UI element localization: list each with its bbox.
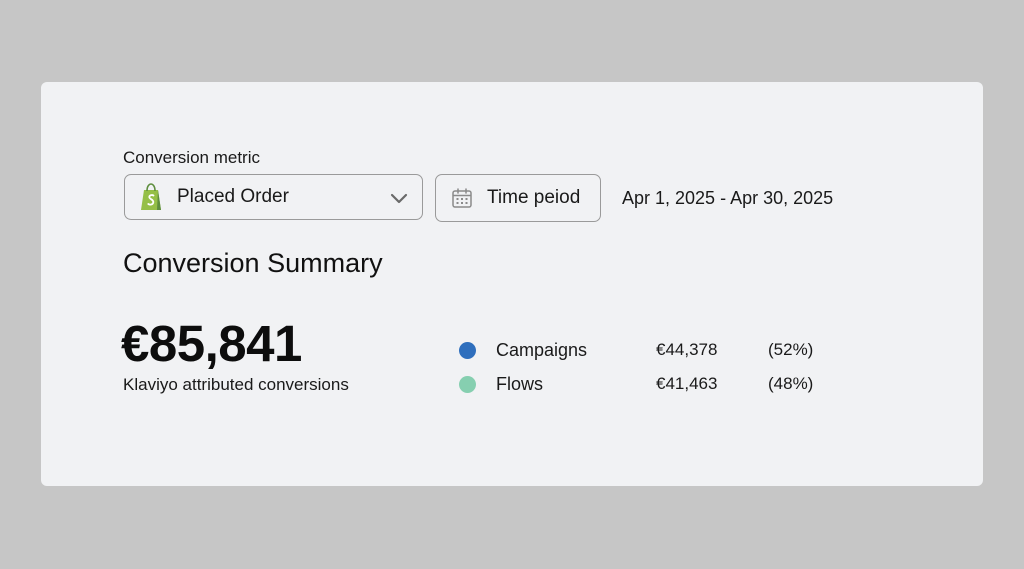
conversion-metric-label: Conversion metric: [123, 148, 260, 167]
date-range-text: Apr 1, 2025 - Apr 30, 2025: [622, 188, 834, 208]
breakdown-percent: (48%): [768, 374, 814, 393]
total-conversions-caption: Klaviyo attributed conversions: [123, 375, 349, 394]
conversion-metric-select[interactable]: Placed Order: [124, 174, 423, 220]
time-period-button[interactable]: Time peiod: [435, 174, 601, 222]
conversion-summary-card: Conversion metric Placed Order: [41, 82, 983, 486]
breakdown-row-campaigns: Campaigns €44,378 (52%): [459, 338, 859, 362]
breakdown-label: Campaigns: [496, 340, 588, 360]
page-title: Conversion Summary: [123, 248, 383, 278]
campaigns-legend-dot: [459, 342, 476, 359]
breakdown-percent: (52%): [768, 340, 814, 359]
shopify-bag-icon: [138, 182, 164, 212]
breakdown-row-flows: Flows €41,463 (48%): [459, 372, 859, 396]
breakdown-label: Flows: [496, 374, 544, 394]
calendar-icon: [451, 187, 473, 209]
time-period-label: Time peiod: [487, 187, 581, 208]
breakdown-amount: €41,463: [656, 374, 718, 393]
flows-legend-dot: [459, 376, 476, 393]
selected-metric-value: Placed Order: [177, 186, 289, 207]
breakdown-amount: €44,378: [656, 340, 718, 359]
total-conversions-value: €85,841: [121, 315, 302, 372]
